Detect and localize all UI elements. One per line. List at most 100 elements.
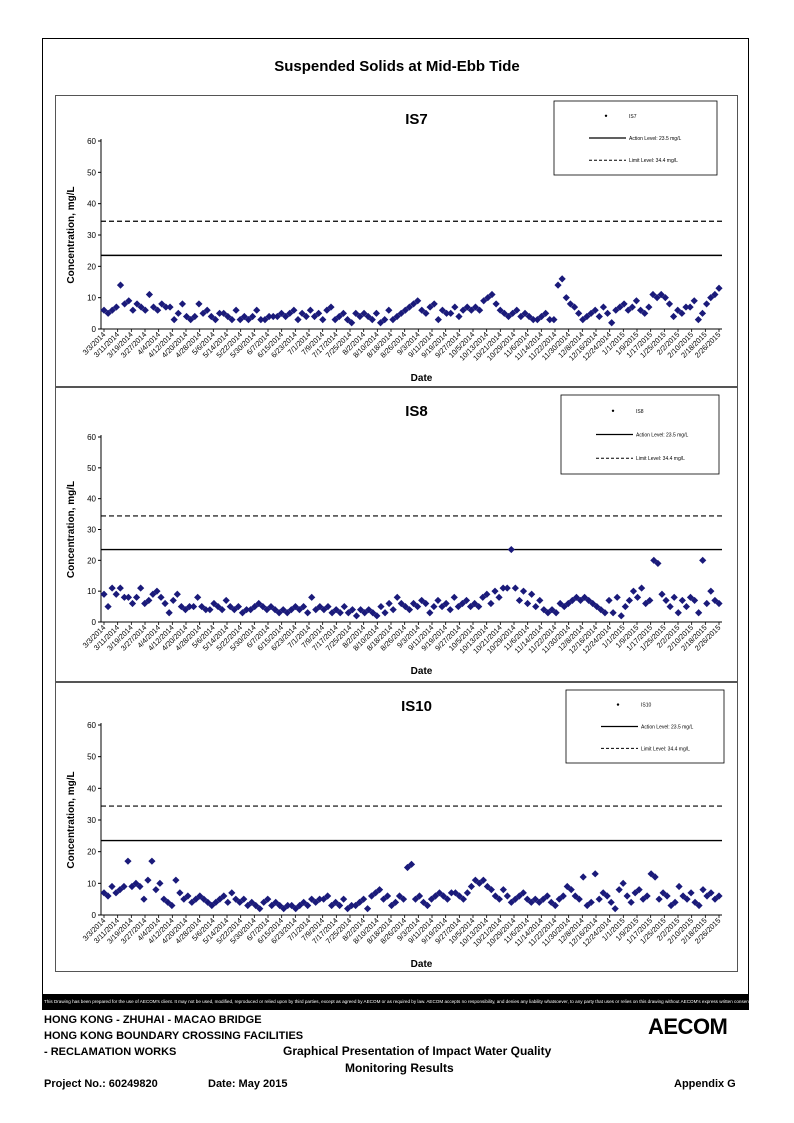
legend-marker-symbol <box>604 114 608 117</box>
data-point <box>323 306 331 314</box>
data-point <box>463 889 472 897</box>
legend-marker-symbol <box>616 703 620 706</box>
chart-title: IS10 <box>401 698 432 715</box>
data-point <box>108 882 116 891</box>
data-point <box>698 309 707 317</box>
data-point <box>415 892 424 900</box>
data-point <box>434 596 442 605</box>
data-point <box>190 602 198 611</box>
data-point <box>662 596 670 605</box>
data-point <box>385 599 393 608</box>
data-point <box>120 882 128 891</box>
data-point <box>496 306 504 314</box>
legend-action-label: Action Level: 23.5 mg/L <box>641 725 693 731</box>
data-point <box>347 901 356 910</box>
data-point <box>655 895 663 903</box>
data-point <box>381 609 389 617</box>
data-point <box>137 584 145 592</box>
data-point <box>447 309 455 317</box>
data-point <box>434 316 442 324</box>
y-tick-label: 40 <box>87 200 96 209</box>
data-point <box>377 602 385 611</box>
data-point <box>492 300 500 308</box>
data-point <box>515 596 524 605</box>
data-point <box>385 306 393 314</box>
data-point <box>222 596 230 605</box>
data-point <box>129 306 137 314</box>
data-point <box>430 602 438 611</box>
data-point <box>666 602 674 611</box>
data-point <box>649 290 657 299</box>
y-tick-label: 40 <box>87 495 96 504</box>
y-axis-label: Concentration, mg/L <box>66 481 77 578</box>
drawing-date: Date: May 2015 <box>208 1078 288 1090</box>
data-point <box>636 306 645 314</box>
data-point <box>595 312 603 321</box>
data-point <box>121 300 129 308</box>
data-point <box>555 895 563 903</box>
data-point <box>682 303 690 311</box>
data-point <box>513 306 521 314</box>
data-point <box>690 297 698 305</box>
legend-box <box>565 689 725 764</box>
y-tick-label: 0 <box>92 618 97 627</box>
data-point <box>551 901 559 910</box>
data-point <box>157 593 165 601</box>
data-point <box>599 303 608 311</box>
data-point <box>166 303 174 311</box>
data-point <box>633 593 642 601</box>
data-point <box>528 590 536 598</box>
data-point <box>165 609 173 617</box>
chart-title: IS8 <box>405 403 428 420</box>
data-point <box>612 306 620 314</box>
data-point <box>562 294 570 302</box>
data-point <box>348 319 356 327</box>
data-point <box>601 609 609 617</box>
data-point <box>695 609 703 617</box>
data-point <box>629 587 638 595</box>
data-point <box>591 306 599 314</box>
data-point <box>499 584 507 592</box>
data-point <box>703 300 711 308</box>
data-point <box>259 602 267 611</box>
data-point <box>195 300 203 308</box>
data-point <box>645 303 653 311</box>
data-point <box>125 297 133 305</box>
data-point <box>290 306 298 314</box>
data-point <box>560 602 568 611</box>
data-point <box>169 596 177 605</box>
data-point <box>619 879 627 887</box>
drawing-heading-line1: Graphical Presentation of Impact Water Q… <box>283 1044 552 1058</box>
y-tick-label: 40 <box>87 784 96 793</box>
data-point <box>480 297 488 305</box>
data-point <box>547 898 555 906</box>
data-point <box>203 306 211 314</box>
data-point <box>638 584 646 592</box>
data-point <box>615 886 623 894</box>
data-point <box>503 584 511 592</box>
data-point <box>383 892 392 900</box>
data-point <box>523 895 531 903</box>
data-point <box>607 898 615 906</box>
data-point <box>335 312 343 321</box>
data-point <box>152 886 160 894</box>
data-point <box>438 602 446 611</box>
data-point <box>707 587 715 595</box>
data-point <box>533 316 541 324</box>
y-tick-label: 30 <box>87 231 96 240</box>
data-point <box>194 593 202 601</box>
legend-limit-label: Limit Level: 34.4 mg/L <box>636 456 685 462</box>
drawing-heading-line2: Monitoring Results <box>345 1061 454 1075</box>
y-tick-label: 20 <box>87 556 96 565</box>
data-point <box>504 312 513 321</box>
data-point <box>609 609 617 617</box>
data-point <box>149 303 158 311</box>
data-point <box>605 596 613 605</box>
data-point <box>495 895 503 903</box>
y-axis-label: Concentration, mg/L <box>66 771 77 868</box>
legend-action-label: Action Level: 23.5 mg/L <box>629 136 681 142</box>
data-point <box>310 312 319 321</box>
data-point <box>176 889 184 897</box>
data-point <box>443 895 452 903</box>
